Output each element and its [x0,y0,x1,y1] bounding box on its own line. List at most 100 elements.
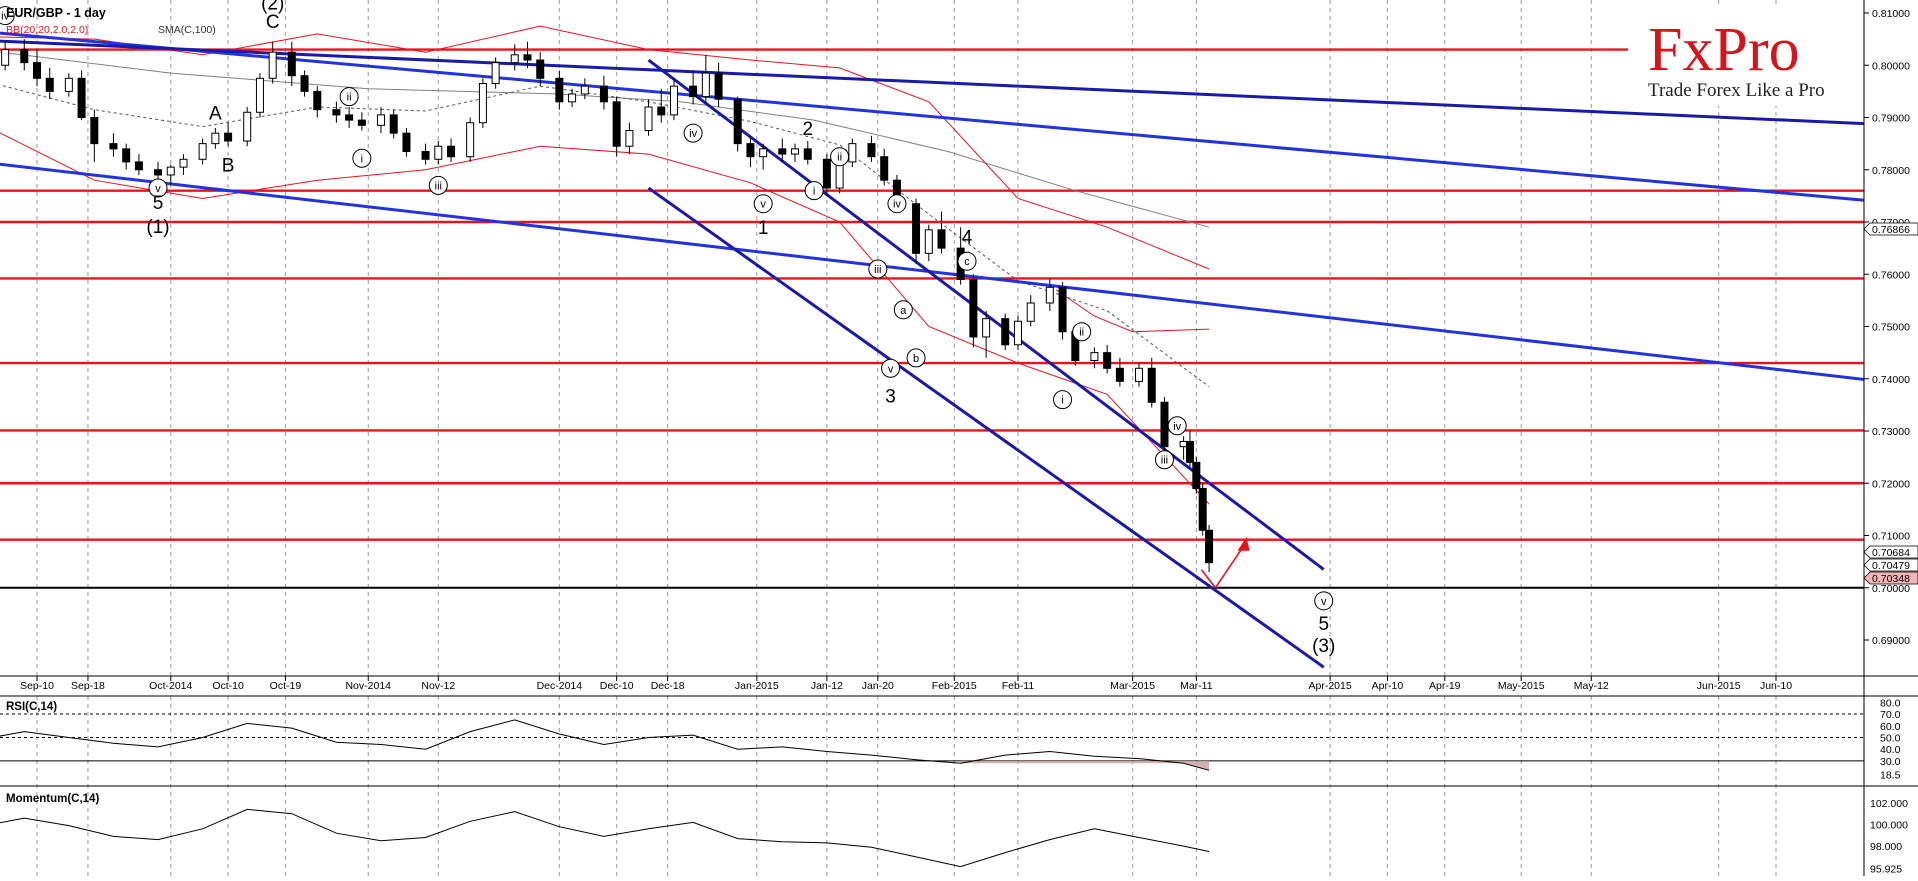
candle-body [657,106,666,116]
wave-text: ii [1079,327,1084,339]
candle-2014-09-17 [77,70,86,121]
candle-body [1147,367,1156,403]
projection-arrow [1200,536,1250,589]
bollinger-upper-line [0,25,1210,270]
wave-text: iii [435,180,442,192]
candle-body [300,75,309,92]
wave-circle [339,87,359,107]
wave-label-28: iii [1154,450,1174,470]
candle-2014-12-19 [669,78,678,121]
arrow-up-stroke [1214,544,1246,589]
candle-2015-03-02 [1135,363,1144,387]
rsi-tick-label: 50.0 [1880,732,1901,744]
price-tick-label: 0.75000 [1872,322,1910,334]
wave-label-30: 5 [1318,614,1329,635]
rsi-tick-label: 40.0 [1880,744,1901,756]
wave-label-18: iii [868,259,888,279]
candle-2014-09-26 [134,154,143,175]
sma100-line [0,51,1210,228]
momentum-line [0,808,1210,868]
wave-label-6: A [209,103,222,124]
time-tick-label: Dec-10 [600,680,634,692]
wave-text: iii [874,264,881,276]
wave-text: C [266,12,280,33]
sma-indicator-label: SMA(C,100) [158,24,216,36]
candle-body [332,109,341,116]
wave-text: i [1061,395,1063,407]
candle-2015-01-07 [791,143,800,162]
wave-label-24: 3 [885,386,896,407]
wave-text: v [888,363,894,375]
trend-resistance-long [0,31,1904,206]
candle-body [759,148,768,158]
wave-text: 2 [802,119,813,140]
candle-body [447,145,456,158]
candle-body [803,148,812,160]
time-tick-label: Jan-2015 [735,680,779,692]
candle-2015-02-27 [1115,357,1124,387]
wave-label-8: ii [339,87,359,107]
time-tick-label: May-2015 [1498,680,1545,692]
wave-text: iv [893,199,901,211]
candle-body [701,72,710,98]
wave-label-15: 1 [758,218,769,239]
candle-body [612,101,621,147]
wave-circle [957,251,977,271]
bollinger-lower-line [0,132,1210,505]
candle-body [746,143,755,158]
candle-body [466,122,475,158]
wave-text: (3) [1312,636,1335,657]
wave-text: i [813,186,815,198]
bb-indicator-label: BB(20,20,2.0,2.0) [6,24,88,36]
candle-body [243,111,252,142]
wave-circle [1167,416,1187,436]
time-tick-label: Sep-10 [20,680,54,692]
candle-body [1205,529,1214,564]
candle-body [669,85,678,116]
candle-2015-02-25 [1103,344,1112,374]
candle-2015-01-09 [803,141,812,165]
candle-body [625,130,634,147]
fxpro-logo: FxPro Trade Forex Like a Pro [1628,4,1866,106]
wave-circle [1314,591,1334,611]
candle-body [523,54,532,61]
candle-body [122,148,131,163]
price-tag-label: 0.70348 [1872,573,1910,585]
momentum-panel: Momentum(C,14) 102.000 100.000 98.000 95.92… [0,793,1908,875]
candle-2015-01-12 [822,154,831,196]
chart-title: EUR/GBP - 1 day [6,6,106,20]
price-tick-label: 0.79000 [1872,113,1910,125]
candle-body [345,114,354,121]
candle-2015-03-04 [1147,357,1156,408]
wave-label-25: ii [1072,322,1092,342]
wave-label-23: v [881,358,901,378]
candle-2015-01-19 [867,135,876,162]
candle-2014-11-12 [434,141,443,165]
time-tick-label: Apr-10 [1372,680,1404,692]
time-tick-label: Feb-11 [1002,680,1035,692]
price-tick-label: 0.73000 [1872,426,1910,438]
arrow-down-stroke [1200,569,1217,589]
candle-body [224,132,233,142]
candle-body [389,114,398,134]
candle-2015-02-16 [1045,279,1054,311]
time-tick-label: Apr-2015 [1309,680,1352,692]
price-tag-box [1863,222,1918,236]
wave-label-29: v [1314,591,1334,611]
time-tick-label: Feb-2015 [932,680,977,692]
candle-body [491,62,500,85]
candle-2015-03-11 [1192,457,1201,494]
candle-body [848,143,857,163]
candle-body [778,148,787,155]
momentum-tick-label: 98.000 [1870,841,1902,853]
wave-circle [352,148,372,168]
candle-2014-10-13 [243,107,252,147]
candle-body [134,161,143,171]
wave-label-9: i [352,148,372,168]
time-tick-label: Sep-18 [71,680,105,692]
candle-2014-10-03 [179,154,188,175]
candle-2015-02-23 [1090,347,1099,369]
candle-2014-12-05 [580,78,589,100]
candle-body [1,49,10,66]
wave-text: b [913,353,919,365]
